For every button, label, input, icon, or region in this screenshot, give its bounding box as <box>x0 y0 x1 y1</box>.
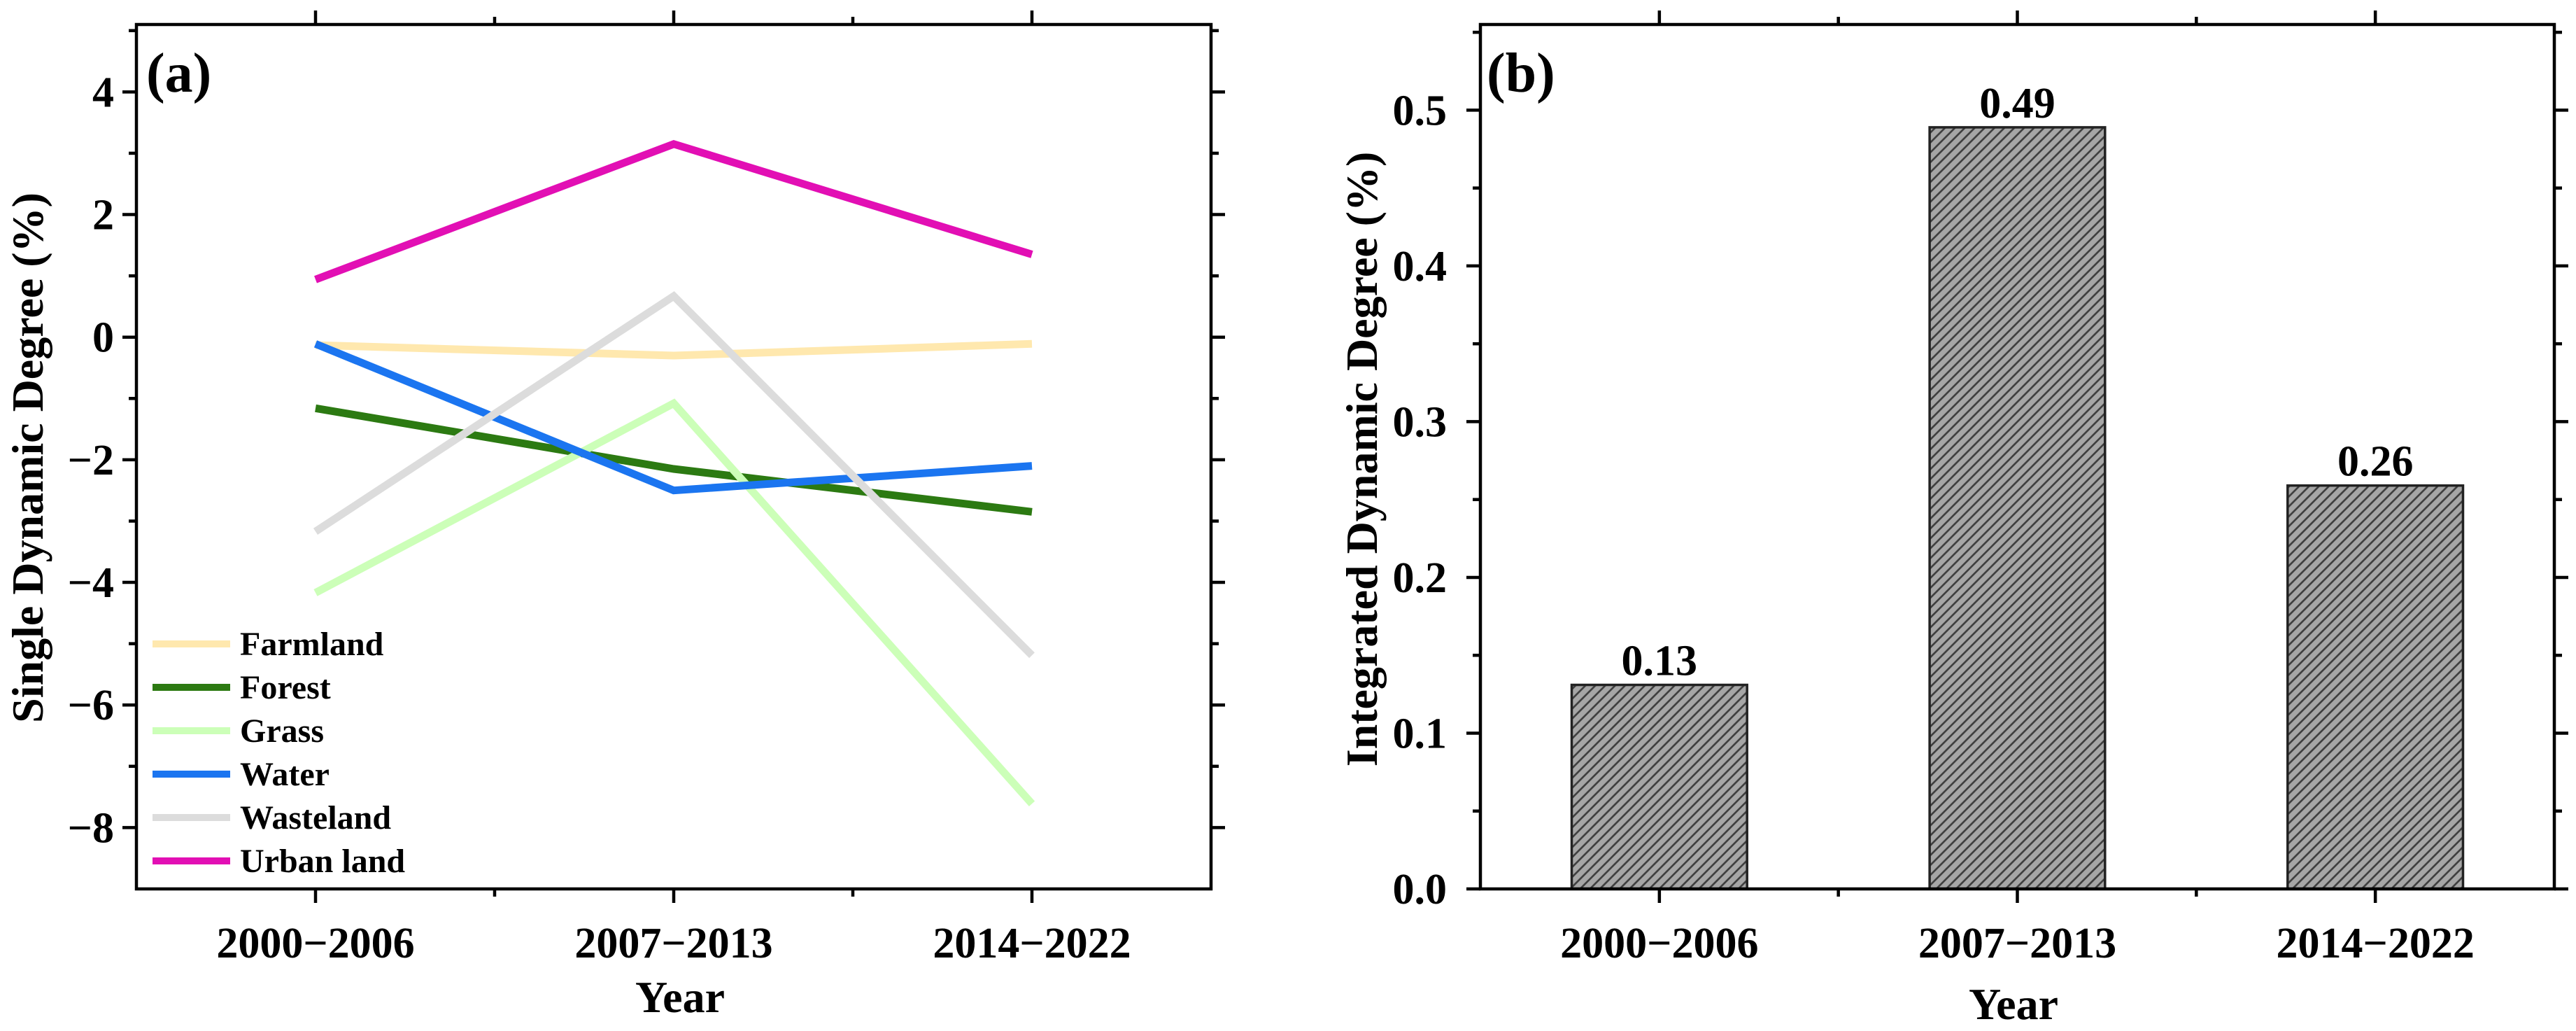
series-line-urban-land <box>314 139 1033 283</box>
y-tick-label: 0.5 <box>1393 87 1448 134</box>
y-tick-label: −4 <box>68 559 114 607</box>
x-tick-label: 2007−2013 <box>1918 920 2116 967</box>
y-tick-label: −8 <box>68 804 114 852</box>
panel-b-y-axis-title: Integrated Dynamic Degree (%) <box>1337 152 1387 767</box>
plot-frame <box>1478 22 2556 891</box>
bar-1 <box>1570 683 1748 890</box>
x-tick-label: 2007−2013 <box>574 920 772 967</box>
series-line-wasteland <box>313 290 1035 659</box>
plot-frame <box>134 22 1213 891</box>
x-tick-label: 2000−2006 <box>216 920 414 967</box>
panel-b-label: (b) <box>1487 43 1555 104</box>
panel-a-y-axis-title: Single Dynamic Degree (%) <box>3 192 52 723</box>
legend-item-wasteland: Wasteland <box>153 799 391 836</box>
panel-b-axes: 2000−2006 2007−2013 2014−2022 0.0 0.1 0.2 0.3 0… <box>1393 10 2568 967</box>
legend-item-farmland: Farmland <box>153 626 384 663</box>
series-line-forest <box>315 404 1033 516</box>
panel-a-label: (a) <box>146 43 211 104</box>
series-line-farmland <box>315 339 1033 360</box>
y-tick-label: 2 <box>92 192 114 239</box>
series-line-water <box>313 340 1033 495</box>
y-tick-label: 0.1 <box>1393 710 1448 757</box>
x-tick-label: 2014−2022 <box>933 920 1131 967</box>
y-tick-label: 4 <box>92 69 114 116</box>
y-tick-label: 0.2 <box>1393 554 1448 602</box>
y-tick-label: 0.3 <box>1393 398 1448 446</box>
legend-label-urban-land: Urban land <box>240 843 405 880</box>
legend-label-wasteland: Wasteland <box>240 799 391 836</box>
panel-a-series <box>313 139 1035 806</box>
y-tick-label: 0.4 <box>1393 243 1448 290</box>
legend-label-farmland: Farmland <box>240 626 384 663</box>
y-tick-label: 0.0 <box>1393 866 1448 913</box>
panel-a-x-axis-title: Year <box>635 972 725 1022</box>
y-tick-label: −6 <box>68 682 114 729</box>
x-tick-label: 2014−2022 <box>2276 920 2474 967</box>
bar-value-label: 0.13 <box>1622 638 1698 685</box>
legend-item-grass: Grass <box>153 713 324 750</box>
legend-label-forest: Forest <box>240 669 331 706</box>
panel-b-x-axis-title: Year <box>1969 979 2058 1029</box>
y-tick-label: −2 <box>68 437 114 484</box>
legend-item-forest: Forest <box>153 669 331 706</box>
y-tick-label: 0 <box>92 314 114 362</box>
panel-b-bars: 0.13 0.49 0.26 <box>1570 80 2465 890</box>
legend-label-grass: Grass <box>240 713 324 750</box>
panel-a-axes: 2000−2006 2007−2013 2014−2022 4 2 0 −2 −4 −6 −8 <box>68 10 1225 967</box>
panel-a-legend: Farmland Forest Grass Water Wasteland Urban l… <box>153 626 405 880</box>
legend-item-water: Water <box>153 756 330 793</box>
panel-b-bar-chart: 0.13 0.49 0.26 2000−2006 2007−2013 2014−2022… <box>1337 10 2568 1029</box>
bar-value-label: 0.26 <box>2337 438 2414 486</box>
x-tick-label: 2000−2006 <box>1560 920 1758 967</box>
legend-item-urban-land: Urban land <box>153 843 405 880</box>
series-line-grass <box>313 398 1035 806</box>
bar-3 <box>2286 484 2465 890</box>
panel-a-line-chart: Farmland Forest Grass Water Wasteland Urban l… <box>3 10 1225 1022</box>
bar-value-label: 0.49 <box>1979 80 2055 127</box>
legend-label-water: Water <box>240 756 330 793</box>
bar-2 <box>1928 126 2107 890</box>
